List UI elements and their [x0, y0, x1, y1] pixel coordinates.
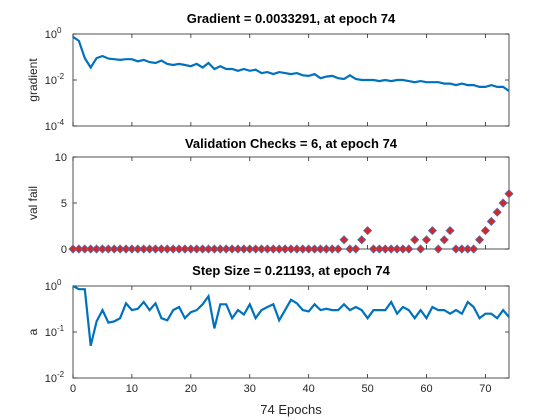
step-size-ylabel: a [26, 328, 40, 335]
ytick-label: 10 [45, 75, 57, 87]
ytick-exponent: -4 [57, 118, 65, 127]
gradient-axes-frame [72, 33, 510, 127]
xtick-label: 70 [479, 383, 491, 395]
val-fail-marker [498, 198, 508, 208]
ytick-label: 10 [55, 152, 67, 164]
ytick-exponent: -2 [57, 370, 65, 379]
ytick-label: 10 [45, 281, 57, 293]
ytick-label: 5 [61, 198, 67, 210]
step-size-xticks: 0 10 20 30 40 50 60 70 [70, 286, 492, 395]
xtick-label: 30 [244, 383, 256, 395]
xtick-label: 50 [361, 383, 373, 395]
val-fail-marker [427, 226, 437, 236]
val-fail-marker [492, 207, 502, 217]
xtick-label: 40 [303, 383, 315, 395]
ytick-exponent: -1 [57, 324, 65, 333]
validation-yticks: 10 5 0 [55, 152, 509, 256]
step-size-series-line [72, 285, 510, 347]
validation-axes-frame [72, 156, 510, 250]
xtick-label: 0 [70, 383, 76, 395]
val-fail-marker [357, 235, 367, 245]
ytick-label: 10 [45, 121, 57, 133]
xtick-label: 20 [185, 383, 197, 395]
step-size-title: Step Size = 0.21193, at epoch 74 [192, 263, 390, 278]
ytick-label: 0 [61, 244, 67, 256]
ytick-label: 10 [45, 373, 57, 385]
val-fail-marker [439, 235, 449, 245]
val-fail-marker [339, 235, 349, 245]
val-fail-marker [433, 244, 443, 254]
validation-markers [68, 189, 514, 254]
val-fail-marker [421, 235, 432, 245]
gradient-series-line [72, 35, 510, 92]
gradient-panel: Gradient = 0.0033291, at epoch 74 gradie… [26, 11, 510, 133]
val-fail-marker [474, 235, 485, 245]
val-fail-marker [416, 244, 426, 254]
validation-ylabel: val fail [26, 186, 40, 220]
validation-title: Validation Checks = 6, at epoch 74 [185, 136, 398, 151]
val-fail-marker [469, 244, 479, 254]
gradient-ylabel: gradient [26, 58, 40, 102]
x-axis-label: 74 Epochs [260, 402, 322, 417]
val-fail-marker [486, 216, 496, 226]
xtick-label: 10 [126, 383, 138, 395]
xtick-label: 60 [420, 383, 432, 395]
val-fail-marker [504, 189, 514, 199]
step-size-panel: Step Size = 0.21193, at epoch 74 a 10 010… [26, 263, 510, 395]
ytick-label: 10 [45, 327, 57, 339]
gradient-title: Gradient = 0.0033291, at epoch 74 [187, 11, 396, 26]
val-fail-marker [333, 244, 343, 254]
ytick-exponent: 0 [57, 26, 62, 35]
ytick-exponent: -2 [57, 72, 65, 81]
validation-panel: Validation Checks = 6, at epoch 74 val f… [26, 136, 514, 256]
val-fail-marker [351, 244, 361, 254]
val-fail-marker [363, 226, 373, 236]
val-fail-marker [445, 226, 455, 236]
ytick-exponent: 0 [57, 278, 62, 287]
val-fail-marker [410, 235, 420, 245]
val-fail-marker [480, 226, 490, 236]
val-fail-marker [404, 244, 414, 254]
ytick-label: 10 [45, 29, 57, 41]
